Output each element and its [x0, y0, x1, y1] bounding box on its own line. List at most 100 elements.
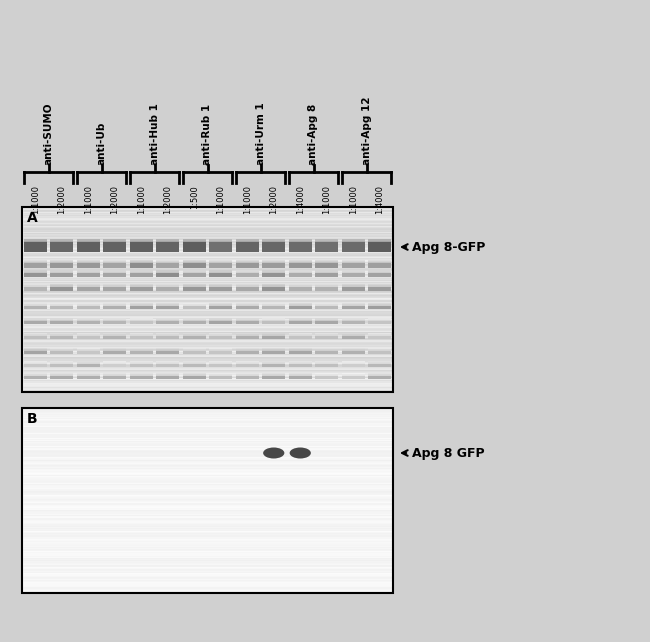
Bar: [77, 261, 100, 263]
Bar: [50, 273, 73, 277]
Bar: [129, 261, 153, 263]
Bar: [315, 272, 339, 273]
Bar: [289, 363, 312, 367]
Bar: [289, 287, 312, 291]
Bar: [77, 376, 100, 379]
Text: B: B: [27, 412, 38, 426]
Bar: [209, 270, 233, 271]
Bar: [342, 286, 365, 287]
Bar: [262, 302, 285, 304]
Bar: [77, 241, 100, 242]
Bar: [103, 318, 126, 320]
Bar: [368, 320, 391, 324]
Bar: [183, 318, 206, 320]
Bar: [23, 261, 47, 263]
Bar: [183, 271, 206, 272]
Bar: [262, 351, 285, 354]
Bar: [103, 363, 126, 367]
Bar: [77, 273, 100, 277]
Bar: [77, 306, 100, 309]
Bar: [289, 271, 312, 272]
Bar: [156, 261, 179, 263]
Bar: [342, 259, 365, 261]
Ellipse shape: [290, 447, 311, 458]
Bar: [50, 263, 73, 268]
Bar: [23, 374, 47, 376]
Bar: [156, 336, 179, 338]
Bar: [235, 376, 259, 379]
Bar: [50, 363, 73, 367]
Bar: [50, 376, 73, 379]
Bar: [342, 318, 365, 320]
Bar: [289, 239, 312, 240]
Text: 1:1000: 1:1000: [216, 185, 226, 214]
Bar: [315, 261, 339, 263]
Bar: [262, 270, 285, 271]
Bar: [209, 351, 233, 354]
Bar: [156, 306, 179, 309]
Bar: [103, 304, 126, 306]
Bar: [50, 333, 73, 334]
Bar: [262, 284, 285, 285]
Bar: [103, 372, 126, 374]
Bar: [103, 270, 126, 271]
Text: A: A: [27, 211, 38, 225]
Bar: [235, 241, 259, 242]
Bar: [50, 242, 73, 252]
Bar: [103, 361, 126, 363]
Bar: [289, 242, 312, 252]
Bar: [129, 263, 153, 268]
Bar: [77, 361, 100, 363]
Bar: [156, 304, 179, 306]
Bar: [103, 286, 126, 287]
Bar: [77, 287, 100, 291]
Bar: [77, 333, 100, 334]
Bar: [342, 242, 365, 252]
Bar: [209, 374, 233, 376]
Bar: [262, 285, 285, 286]
Bar: [23, 272, 47, 273]
Text: Apg 8 GFP: Apg 8 GFP: [412, 446, 485, 460]
Bar: [315, 270, 339, 271]
Text: 1:2000: 1:2000: [57, 185, 66, 214]
Bar: [129, 239, 153, 240]
Bar: [209, 263, 233, 268]
Bar: [235, 306, 259, 309]
Bar: [129, 273, 153, 277]
Bar: [50, 306, 73, 309]
Bar: [289, 349, 312, 351]
Bar: [209, 242, 233, 252]
Bar: [23, 333, 47, 334]
Bar: [315, 318, 339, 320]
Bar: [50, 272, 73, 273]
Bar: [129, 333, 153, 334]
Bar: [289, 336, 312, 338]
Text: 1:1000: 1:1000: [31, 185, 40, 214]
Bar: [77, 284, 100, 285]
Bar: [262, 240, 285, 241]
Bar: [262, 304, 285, 306]
Bar: [22, 207, 393, 392]
Bar: [368, 286, 391, 287]
Bar: [209, 318, 233, 320]
Bar: [235, 334, 259, 336]
Text: 1:500: 1:500: [190, 185, 199, 209]
Bar: [183, 284, 206, 285]
Bar: [50, 287, 73, 291]
Bar: [235, 263, 259, 268]
Bar: [183, 347, 206, 349]
Bar: [23, 349, 47, 351]
Bar: [103, 241, 126, 242]
Bar: [262, 263, 285, 268]
Bar: [262, 320, 285, 324]
Bar: [368, 372, 391, 374]
Bar: [209, 334, 233, 336]
Bar: [103, 242, 126, 252]
Bar: [315, 259, 339, 261]
Bar: [342, 261, 365, 263]
Bar: [103, 347, 126, 349]
Bar: [368, 306, 391, 309]
Bar: [156, 320, 179, 324]
Bar: [368, 270, 391, 271]
Bar: [23, 241, 47, 242]
